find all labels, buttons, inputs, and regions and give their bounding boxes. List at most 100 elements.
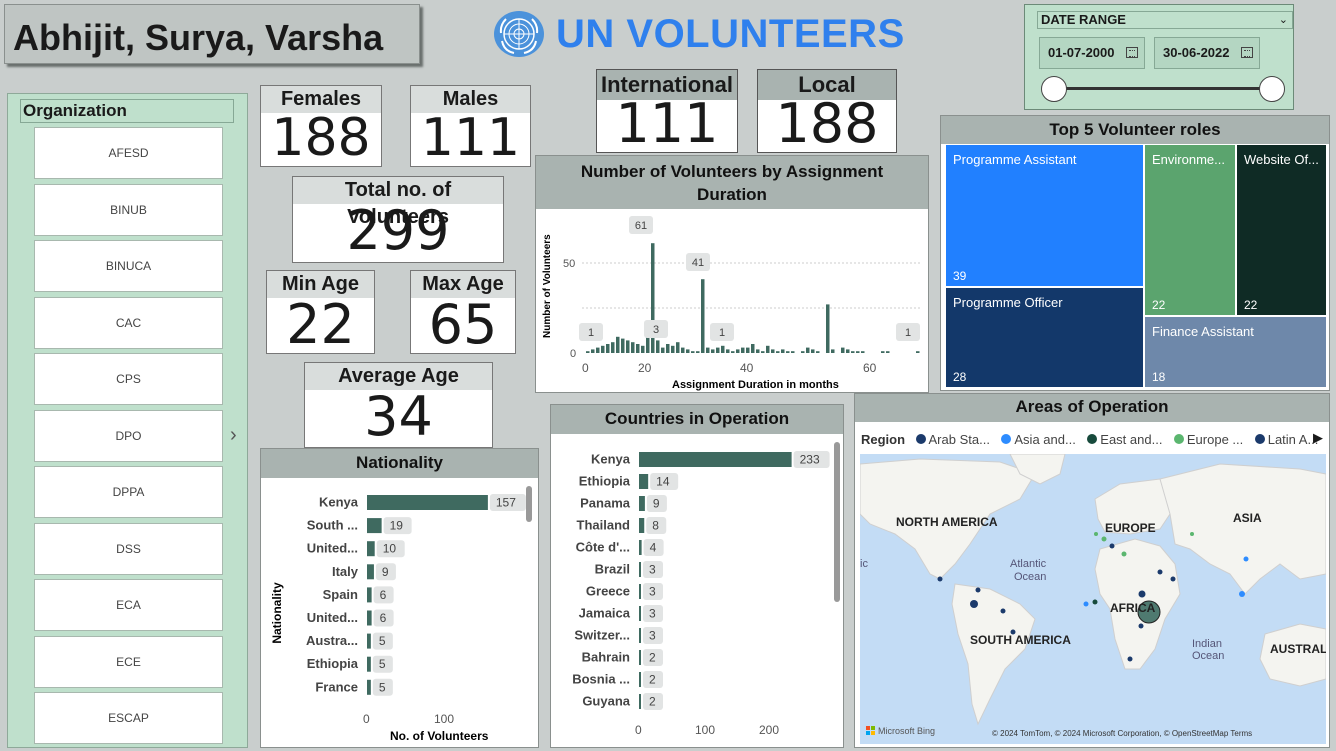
duration-bar[interactable]: [751, 344, 755, 353]
bar[interactable]: [367, 633, 371, 649]
duration-bar[interactable]: [626, 340, 630, 353]
map-point[interactable]: [1138, 623, 1144, 629]
duration-bar[interactable]: [766, 345, 770, 353]
bar[interactable]: [367, 679, 371, 695]
legend-item[interactable]: Arab Sta...: [915, 432, 990, 447]
duration-bar[interactable]: [741, 347, 745, 353]
bar[interactable]: [639, 606, 641, 621]
duration-bar[interactable]: [631, 342, 635, 353]
duration-bar[interactable]: [831, 349, 835, 353]
bar[interactable]: [639, 672, 641, 687]
duration-bar[interactable]: [676, 342, 680, 353]
duration-bar[interactable]: [701, 279, 705, 353]
duration-bar[interactable]: [596, 347, 600, 353]
start-date-input[interactable]: 01-07-2000: [1039, 37, 1145, 69]
map-point[interactable]: [1010, 629, 1016, 635]
duration-bar[interactable]: [856, 351, 860, 353]
bar[interactable]: [367, 518, 382, 534]
treemap-tile-2[interactable]: Website Of... 22: [1237, 145, 1328, 317]
bar[interactable]: [367, 495, 488, 510]
map-point[interactable]: [937, 576, 943, 582]
organization-item[interactable]: ESCAP: [34, 692, 223, 744]
map-point[interactable]: [1094, 532, 1098, 536]
organization-item[interactable]: DSS: [34, 522, 223, 575]
duration-bar[interactable]: [591, 349, 595, 353]
organization-item[interactable]: CPS: [34, 353, 223, 405]
map-point[interactable]: [1092, 599, 1098, 605]
bar[interactable]: [639, 584, 641, 599]
map-point[interactable]: [1101, 536, 1107, 542]
duration-bar[interactable]: [886, 351, 890, 353]
end-date-input[interactable]: 30-06-2022: [1154, 37, 1260, 69]
organization-item[interactable]: DPO: [34, 409, 223, 462]
duration-bar[interactable]: [711, 349, 715, 353]
duration-bar[interactable]: [756, 349, 760, 353]
date-slider-track[interactable]: [1057, 87, 1273, 90]
duration-bar[interactable]: [916, 351, 920, 353]
bar[interactable]: [639, 694, 641, 709]
duration-bar[interactable]: [786, 351, 790, 353]
duration-bar[interactable]: [811, 349, 815, 353]
map-point[interactable]: [1127, 656, 1133, 662]
duration-bar[interactable]: [776, 351, 780, 353]
bar[interactable]: [639, 452, 792, 467]
duration-bar[interactable]: [696, 351, 700, 353]
world-map[interactable]: NORTH AMERICA EUROPE ASIA Atlantic Ocean…: [860, 454, 1326, 744]
legend-item[interactable]: Asia and...: [1001, 432, 1076, 447]
organization-item[interactable]: CAC: [34, 296, 223, 349]
bar[interactable]: [639, 650, 641, 665]
date-slider-end-handle[interactable]: [1259, 76, 1285, 102]
bar[interactable]: [367, 564, 374, 580]
duration-bar[interactable]: [586, 351, 590, 353]
duration-bar[interactable]: [661, 347, 665, 353]
treemap-tile-0[interactable]: Programme Assistant 39: [946, 145, 1145, 288]
treemap-tile-3[interactable]: Programme Officer 28: [946, 288, 1145, 389]
duration-bar[interactable]: [781, 349, 785, 353]
duration-bar[interactable]: [606, 344, 610, 353]
organization-item[interactable]: ECA: [34, 579, 223, 631]
duration-bar[interactable]: [601, 345, 605, 353]
duration-bar[interactable]: [746, 347, 750, 353]
map-point[interactable]: [975, 587, 981, 593]
treemap-tile-4[interactable]: Finance Assistant 18: [1145, 317, 1328, 389]
duration-bar[interactable]: [841, 347, 845, 353]
map-point-kenya[interactable]: [1137, 600, 1161, 624]
date-range-header[interactable]: DATE RANGE ⌄: [1037, 11, 1293, 29]
map-point[interactable]: [1083, 601, 1089, 607]
duration-bar[interactable]: [656, 340, 660, 353]
calendar-icon[interactable]: [1241, 47, 1253, 58]
nationality-scrollbar[interactable]: [526, 486, 532, 522]
bar[interactable]: [639, 562, 641, 577]
legend-next-icon[interactable]: ▶: [1313, 430, 1323, 445]
organization-item[interactable]: AFESD: [34, 127, 223, 179]
duration-bar[interactable]: [666, 344, 670, 353]
duration-bar[interactable]: [641, 345, 645, 353]
duration-bar[interactable]: [826, 304, 830, 353]
bar[interactable]: [639, 496, 645, 511]
duration-bar[interactable]: [806, 347, 810, 353]
map-point[interactable]: [1000, 608, 1006, 614]
duration-bar[interactable]: [636, 344, 640, 353]
organization-item[interactable]: BINUCA: [34, 240, 223, 292]
organization-item[interactable]: DPPA: [34, 466, 223, 518]
legend-item[interactable]: Latin A...: [1254, 432, 1318, 447]
bar[interactable]: [367, 541, 375, 557]
duration-bar[interactable]: [816, 351, 820, 353]
duration-bar[interactable]: [671, 345, 675, 353]
duration-bar[interactable]: [726, 349, 730, 353]
map-point[interactable]: [1190, 532, 1194, 536]
legend-item[interactable]: East and...: [1087, 432, 1162, 447]
calendar-icon[interactable]: [1126, 47, 1138, 58]
duration-bar[interactable]: [861, 351, 865, 353]
bar[interactable]: [639, 474, 649, 489]
bar[interactable]: [367, 656, 371, 672]
chevron-down-icon[interactable]: ⌄: [1278, 14, 1288, 26]
duration-bar[interactable]: [731, 351, 735, 353]
duration-bar[interactable]: [621, 338, 625, 353]
legend-item[interactable]: Europe ...: [1173, 432, 1243, 447]
countries-scrollbar[interactable]: [834, 442, 840, 602]
duration-bar[interactable]: [846, 349, 850, 353]
duration-bar[interactable]: [611, 342, 615, 353]
bar[interactable]: [367, 610, 372, 626]
duration-bar[interactable]: [881, 351, 885, 353]
